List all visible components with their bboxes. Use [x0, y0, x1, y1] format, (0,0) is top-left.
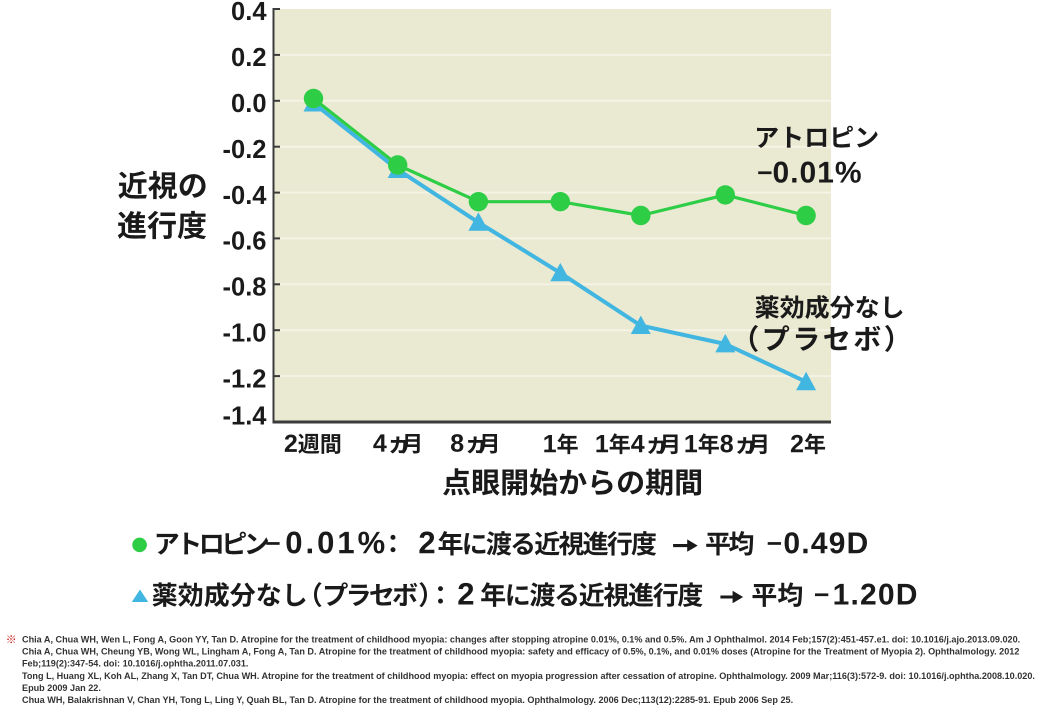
svg-text:-0.4: -0.4 [223, 182, 268, 210]
svg-text:Tong L, Huang XL, Koh AL, Zhan: Tong L, Huang XL, Koh AL, Zhang X, Tan D… [22, 671, 1035, 681]
svg-text:-1.2: -1.2 [223, 365, 267, 393]
svg-text:Chua WH, Balakrishnan V, Chan: Chua WH, Balakrishnan V, Chan YH, Tong L… [22, 695, 793, 705]
svg-text:-0.6: -0.6 [223, 228, 267, 256]
svg-text:-0.8: -0.8 [223, 274, 267, 302]
svg-text:Epub 2009 Jan 22.: Epub 2009 Jan 22. [22, 683, 101, 693]
svg-text:Chia A, Chua WH, Wen L, Fong A: Chia A, Chua WH, Wen L, Fong A, Goon YY,… [22, 635, 1020, 645]
svg-text:0.0: 0.0 [231, 90, 266, 118]
svg-text:-1.4: -1.4 [223, 403, 268, 431]
svg-text:-1.0: -1.0 [223, 319, 267, 347]
svg-text:0.2: 0.2 [231, 44, 266, 72]
svg-text:Feb;119(2):347-54. doi: 10.101: Feb;119(2):347-54. doi: 10.1016/j.ophtha… [22, 659, 248, 669]
svg-text:Chia A, Chua WH, Cheung YB, Wo: Chia A, Chua WH, Cheung YB, Wong WL, Lin… [22, 647, 1019, 657]
svg-text:-0.2: -0.2 [223, 136, 267, 164]
svg-text:0.4: 0.4 [231, 0, 267, 26]
